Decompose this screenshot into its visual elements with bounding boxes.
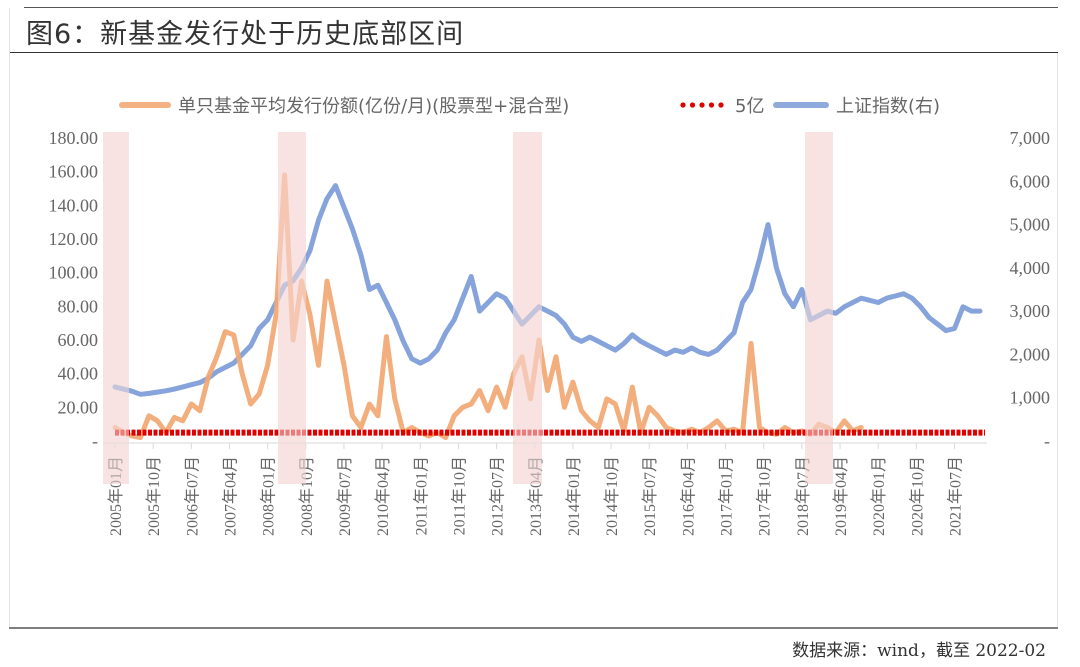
left-y-tick-label: 120.00 bbox=[49, 229, 99, 249]
legend-index-label: 上证指数(右) bbox=[836, 96, 940, 117]
right-y-tick-label: 4,000 bbox=[1010, 258, 1051, 278]
left-y-tick-label: 20.00 bbox=[58, 397, 99, 417]
x-tick-label: 2006年07月 bbox=[183, 456, 201, 536]
frame-left-border bbox=[9, 8, 10, 628]
right-y-tick-label: 3,000 bbox=[1010, 301, 1051, 321]
right-y-tick-label: 1,000 bbox=[1010, 388, 1051, 408]
fund-issuance-line bbox=[112, 172, 864, 441]
x-tick-label: 2005年10月 bbox=[145, 456, 163, 536]
left-y-tick-label: 160.00 bbox=[49, 162, 99, 182]
x-tick-label: 2017年10月 bbox=[756, 456, 774, 536]
right-y-tick-label: 5,000 bbox=[1010, 215, 1051, 235]
frame-right-border bbox=[1057, 53, 1058, 628]
figure-title: 图6：新基金发行处于历史底部区间 bbox=[26, 19, 465, 50]
shaded-overlay bbox=[103, 132, 833, 484]
x-tick-label: 2021年07月 bbox=[947, 456, 965, 536]
right-y-tick-label: 7,000 bbox=[1010, 128, 1051, 148]
x-tick-label: 2014年01月 bbox=[565, 456, 583, 536]
top-rule bbox=[24, 7, 1058, 8]
title-rule bbox=[9, 52, 1058, 53]
x-tick-label: 2015年07月 bbox=[641, 456, 659, 536]
legend-dot bbox=[689, 102, 696, 108]
left-y-axis: - 20.00 40.00 60.00 80.00 100.00 120.00 140.00 1… bbox=[49, 128, 99, 451]
right-y-tick-label: 6,000 bbox=[1010, 171, 1051, 191]
x-tick-label: 2009年07月 bbox=[336, 456, 354, 536]
x-tick-label: 2010年04月 bbox=[374, 456, 392, 536]
x-tick-label: 2020年10月 bbox=[908, 456, 926, 536]
legend-dot bbox=[699, 102, 705, 108]
left-y-tick-label: 180.00 bbox=[49, 128, 99, 148]
right-y-axis: - 1,000 2,000 3,000 4,000 5,000 6,000 7,000 bbox=[1010, 128, 1051, 451]
shaded-period-overlay bbox=[805, 132, 833, 484]
right-y-tick-label: 2,000 bbox=[1010, 344, 1051, 364]
x-tick-label: 2017年01月 bbox=[718, 456, 736, 536]
left-y-tick-label: 60.00 bbox=[58, 330, 99, 350]
legend-dot bbox=[680, 102, 686, 108]
shanghai-index-line bbox=[112, 183, 983, 397]
bottom-rule bbox=[9, 627, 1058, 629]
legend-threshold-swatch bbox=[680, 102, 724, 108]
x-tick-label: 2007年04月 bbox=[221, 456, 239, 536]
left-y-tick-label: - bbox=[92, 431, 98, 451]
shaded-period-overlay bbox=[278, 132, 306, 484]
series-layer bbox=[112, 172, 985, 441]
shaded-period-overlay bbox=[513, 132, 542, 484]
shaded-period-overlay bbox=[103, 132, 129, 484]
left-y-tick-label: 80.00 bbox=[58, 296, 99, 316]
left-y-tick-label: 140.00 bbox=[49, 195, 99, 215]
legend: 单只基金平均发行份额(亿份/月)(股票型+混合型) 5亿 上证指数(右) bbox=[119, 96, 940, 117]
x-tick-label: 2019年04月 bbox=[832, 456, 850, 536]
legend-fund-label: 单只基金平均发行份额(亿份/月)(股票型+混合型) bbox=[178, 96, 569, 117]
legend-dot bbox=[718, 102, 724, 108]
legend-dot bbox=[708, 102, 715, 108]
left-y-tick-label: 100.00 bbox=[49, 263, 99, 283]
x-tick-label: 2008年01月 bbox=[260, 456, 278, 536]
x-tick-label: 2014年10月 bbox=[603, 456, 621, 536]
left-y-tick-label: 40.00 bbox=[58, 364, 99, 384]
x-tick-label: 2011年01月 bbox=[412, 456, 430, 535]
x-tick-label: 2012年07月 bbox=[489, 456, 507, 536]
right-y-tick-label: - bbox=[1044, 431, 1050, 451]
x-tick-label: 2011年10月 bbox=[450, 456, 468, 535]
x-tick-label: 2020年01月 bbox=[870, 456, 888, 536]
legend-threshold-label: 5亿 bbox=[735, 96, 764, 117]
x-tick-label: 2016年04月 bbox=[679, 456, 697, 536]
data-source-note: 数据来源：wind，截至 2022-02 bbox=[792, 641, 1046, 661]
